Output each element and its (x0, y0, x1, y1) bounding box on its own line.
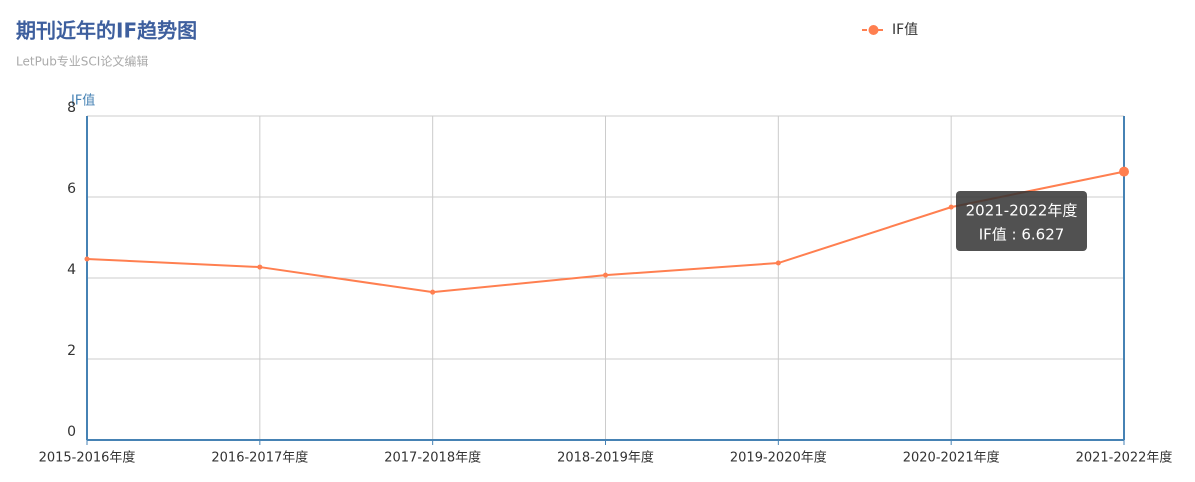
x-tick-label: 2018-2019年度 (557, 450, 654, 466)
tooltip-title: 2021-2022年度 (966, 202, 1078, 220)
x-tick-label: 2015-2016年度 (39, 450, 136, 466)
x-tick-label: 2020-2021年度 (903, 450, 1000, 466)
y-tick-label: 8 (67, 100, 76, 116)
tooltip: 2021-2022年度 IF值 : 6.627 (956, 191, 1087, 251)
y-axis-label: IF值 (71, 93, 95, 109)
x-tick-label: 2019-2020年度 (730, 450, 827, 466)
point (775, 260, 781, 266)
point (1119, 166, 1129, 177)
x-tick-label: 2017-2018年度 (384, 450, 481, 466)
tooltip-box (956, 191, 1087, 251)
point (603, 272, 608, 278)
legend-marker (868, 25, 879, 35)
tooltip-value: IF值 : 6.627 (979, 226, 1065, 244)
y-tick-label: 4 (67, 262, 76, 278)
point (948, 204, 954, 210)
x-tick-label: 2016-2017年度 (211, 450, 308, 466)
legend-label: IF值 (892, 22, 918, 38)
chart-subtitle: LetPub专业SCI论文编辑 (16, 54, 148, 69)
point (430, 289, 436, 295)
x-tick-label: 2021-2022年度 (1076, 450, 1173, 466)
chart-title: 期刊近年的IF趋势图 (16, 19, 197, 43)
y-tick-label: 2 (67, 343, 76, 359)
y-tick-label: 0 (67, 424, 76, 440)
y-tick-label: 6 (67, 181, 76, 197)
point (84, 256, 90, 262)
point (257, 264, 263, 270)
